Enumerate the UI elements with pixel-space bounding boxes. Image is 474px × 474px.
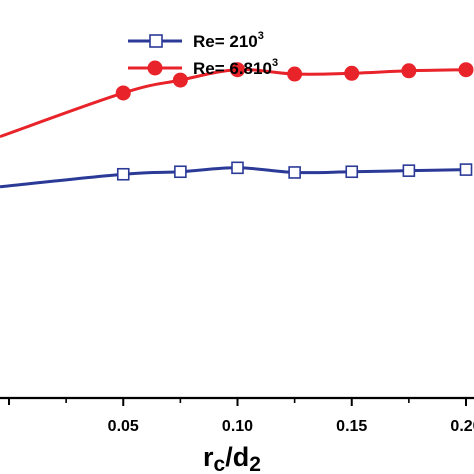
data-point-re-68 (458, 62, 474, 78)
data-point-re-2 (288, 166, 301, 179)
x-tick-label: 0.20 (450, 418, 474, 435)
data-point-re-68 (287, 66, 303, 82)
legend-label-re-2: Re= 2103 (193, 30, 264, 51)
series-markers (115, 62, 474, 181)
data-point-re-2 (231, 161, 244, 175)
data-point-re-68 (230, 62, 245, 78)
x-tick-label: 0.10 (222, 418, 253, 435)
axes: 0.05 0.10 0.15 0.20 (0, 396, 474, 435)
data-point-re-2 (174, 165, 187, 179)
data-point-re-68 (172, 72, 188, 88)
data-point-re-2 (459, 163, 473, 176)
data-point-re-2 (116, 167, 130, 181)
data-point-re-2 (345, 165, 359, 179)
data-point-re-2 (402, 164, 416, 177)
legend-marker-re-2 (149, 34, 163, 48)
x-axis-title-text: rc/d2 (203, 442, 261, 474)
series-line-re-68 (0, 68, 467, 139)
data-point-re-68 (115, 85, 131, 101)
legend-marker-re-68 (147, 60, 163, 76)
legend: Re= 2103 Re= 6.8103 (128, 30, 278, 78)
data-point-re-68 (344, 65, 360, 81)
x-axis-title: rc/d2 (203, 442, 261, 474)
legend-label-re-68: Re= 6.8103 (193, 57, 278, 78)
x-tick-label: 0.05 (108, 418, 139, 435)
x-tick-label: 0.15 (336, 418, 367, 435)
data-point-re-68 (401, 63, 417, 79)
